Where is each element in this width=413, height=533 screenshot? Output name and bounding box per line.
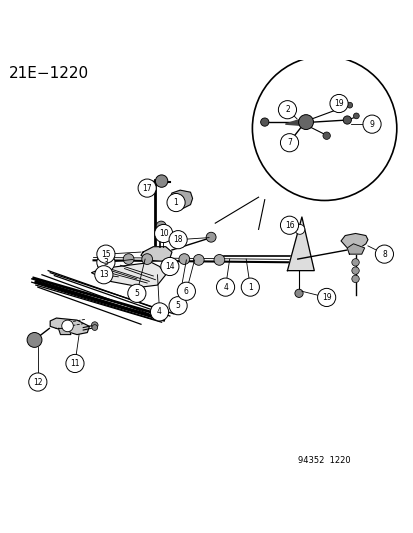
Circle shape (252, 56, 396, 200)
Circle shape (138, 179, 156, 197)
Circle shape (177, 282, 195, 300)
Text: 6: 6 (183, 287, 188, 296)
Text: 5: 5 (175, 301, 180, 310)
Circle shape (193, 255, 204, 265)
Text: 8: 8 (381, 249, 386, 259)
Circle shape (91, 322, 98, 328)
Circle shape (169, 297, 187, 315)
Circle shape (155, 175, 167, 187)
Text: 5: 5 (134, 289, 139, 298)
Polygon shape (285, 119, 301, 125)
Text: 7: 7 (286, 138, 291, 147)
Circle shape (95, 265, 113, 284)
Circle shape (128, 284, 145, 302)
Polygon shape (58, 328, 71, 335)
Circle shape (27, 333, 42, 348)
Circle shape (375, 245, 392, 263)
Text: 14: 14 (165, 262, 174, 271)
Text: 11: 11 (70, 359, 80, 368)
Circle shape (342, 116, 351, 124)
Circle shape (353, 113, 358, 119)
Polygon shape (287, 217, 313, 271)
Circle shape (28, 373, 47, 391)
Circle shape (156, 221, 166, 231)
Text: 13: 13 (99, 270, 108, 279)
Circle shape (206, 232, 216, 242)
Circle shape (150, 303, 168, 321)
Circle shape (329, 94, 347, 112)
Text: 17: 17 (142, 183, 152, 192)
Text: 94352  1220: 94352 1220 (297, 456, 349, 465)
Circle shape (287, 136, 294, 143)
Circle shape (66, 354, 84, 373)
Circle shape (241, 278, 259, 296)
Circle shape (335, 105, 342, 112)
Circle shape (62, 320, 73, 332)
Text: 4: 4 (223, 282, 228, 292)
Text: 19: 19 (333, 99, 343, 108)
Text: 9: 9 (369, 119, 374, 128)
Circle shape (351, 275, 358, 282)
Polygon shape (340, 233, 367, 248)
Circle shape (166, 193, 185, 212)
Text: 2: 2 (285, 105, 289, 114)
Text: 19: 19 (321, 293, 331, 302)
Text: 1: 1 (173, 198, 178, 207)
Circle shape (322, 132, 330, 140)
Text: 16: 16 (284, 221, 294, 230)
Circle shape (97, 245, 115, 263)
Circle shape (260, 118, 268, 126)
Text: 3: 3 (103, 258, 108, 267)
Circle shape (123, 254, 134, 264)
Circle shape (142, 254, 152, 264)
Circle shape (178, 254, 189, 264)
Polygon shape (347, 244, 364, 254)
Circle shape (216, 278, 234, 296)
Polygon shape (91, 262, 165, 287)
Circle shape (362, 115, 380, 133)
Circle shape (294, 224, 304, 235)
Text: 10: 10 (159, 229, 168, 238)
Text: 4: 4 (157, 308, 161, 317)
Circle shape (169, 231, 187, 249)
Polygon shape (169, 190, 192, 209)
Polygon shape (50, 318, 89, 335)
Circle shape (351, 267, 358, 274)
Text: 21E−1220: 21E−1220 (9, 67, 89, 82)
Circle shape (214, 255, 224, 265)
Circle shape (346, 102, 352, 108)
Circle shape (280, 134, 298, 152)
Circle shape (154, 224, 172, 243)
Circle shape (317, 288, 335, 306)
Circle shape (351, 259, 358, 266)
Circle shape (97, 253, 115, 271)
Circle shape (298, 115, 313, 130)
Circle shape (92, 325, 97, 330)
Polygon shape (141, 247, 171, 261)
Circle shape (160, 257, 178, 276)
Text: 15: 15 (101, 249, 110, 259)
Text: 1: 1 (247, 282, 252, 292)
Circle shape (278, 101, 296, 119)
Circle shape (280, 216, 298, 235)
Text: 12: 12 (33, 377, 43, 386)
Text: 18: 18 (173, 235, 183, 244)
Circle shape (294, 289, 302, 297)
